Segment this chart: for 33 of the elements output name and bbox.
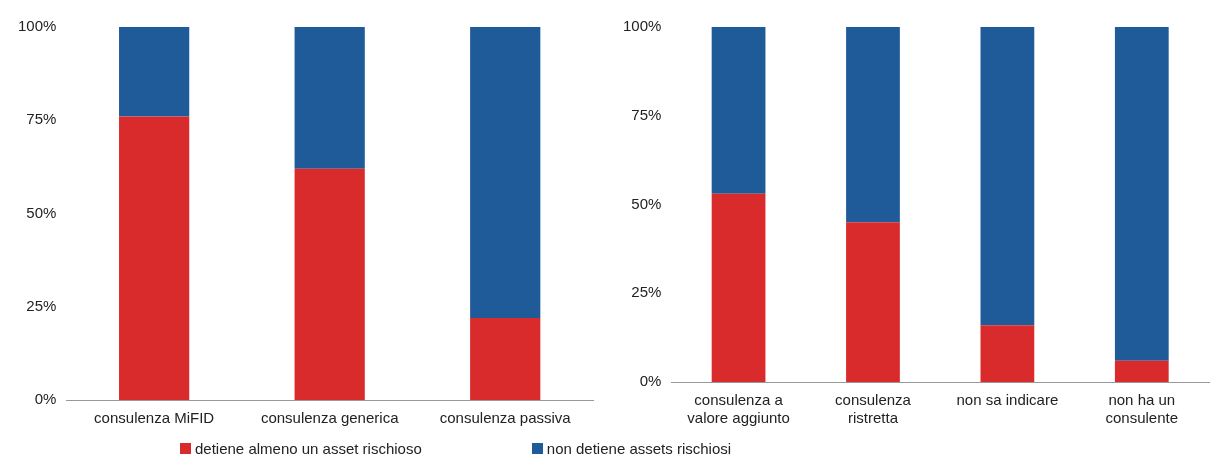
bar [470, 27, 541, 318]
y-tick-label: 50% [26, 203, 57, 221]
bar [980, 325, 1035, 382]
bar [119, 116, 190, 400]
x-tick-label: non ha un consulente [1105, 391, 1179, 427]
bar [119, 27, 190, 117]
bar [294, 27, 365, 169]
legend-label: non detiene assets rischiosi [546, 440, 732, 457]
y-tick-label: 100% [17, 17, 57, 35]
bar [711, 27, 766, 194]
x-tick-label: consulenza passiva [439, 409, 572, 427]
x-tick-label: consulenza MiFID [94, 409, 215, 427]
legend-label: detiene almeno un asset rischioso [195, 440, 422, 457]
x-tick-label: consulenza a valore aggiunto [687, 391, 790, 427]
bar [846, 222, 900, 382]
bar [470, 317, 541, 400]
bar [294, 168, 365, 400]
bar [980, 27, 1035, 326]
y-tick-label: 75% [631, 105, 662, 123]
bar [1114, 27, 1169, 361]
bar [1114, 360, 1169, 382]
x-tick-label: non sa indicare [956, 391, 1059, 409]
y-tick-label: 0% [639, 372, 662, 390]
y-tick-label: 25% [631, 283, 662, 301]
x-tick-label: consulenza generica [260, 409, 400, 427]
bar [846, 27, 900, 223]
bar [711, 193, 766, 382]
y-tick-label: 50% [631, 194, 662, 212]
y-tick-label: 75% [26, 110, 57, 128]
y-tick-label: 0% [34, 390, 57, 408]
y-tick-label: 25% [26, 296, 57, 314]
x-tick-label: consulenza ristretta [835, 391, 912, 427]
y-tick-label: 100% [622, 17, 662, 35]
